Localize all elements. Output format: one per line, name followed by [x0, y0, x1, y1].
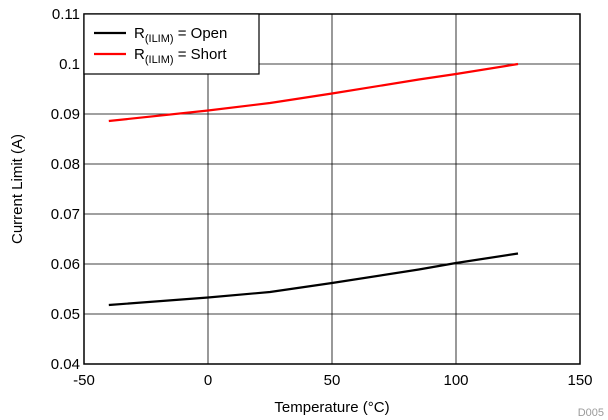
y-tick-labels: 0.04 0.05 0.06 0.07 0.08 0.09 0.1 0.11 — [51, 6, 80, 373]
x-tick-label: 50 — [324, 372, 341, 389]
y-tick-label: 0.09 — [51, 106, 80, 123]
legend-label-2: R(ILIM) = Short — [134, 46, 227, 66]
y-tick-label: 0.04 — [51, 356, 80, 373]
x-tick-labels: -50 0 50 100 150 — [73, 372, 592, 389]
series-line-1 — [108, 252, 519, 307]
series-line-2 — [108, 62, 519, 123]
y-axis-label: Current Limit (A) — [9, 134, 26, 244]
series-lines — [108, 62, 519, 307]
y-tick-label: 0.06 — [51, 256, 80, 273]
figure-id: D005 — [578, 407, 604, 419]
y-tick-label: 0.05 — [51, 306, 80, 323]
y-tick-label: 0.11 — [52, 6, 80, 23]
grid-lines — [84, 14, 580, 364]
x-tick-label: 0 — [204, 372, 212, 389]
x-tick-label: 150 — [567, 372, 592, 389]
y-tick-label: 0.07 — [51, 206, 80, 223]
legend-label-1: R(ILIM) = Open — [134, 25, 227, 45]
legend-box — [83, 13, 260, 75]
x-tick-label: -50 — [73, 372, 95, 389]
y-tick-label: 0.1 — [59, 56, 80, 73]
x-axis-label: Temperature (°C) — [274, 399, 389, 416]
x-tick-label: 100 — [443, 372, 468, 389]
y-tick-label: 0.08 — [51, 156, 80, 173]
plot-frame — [83, 13, 581, 365]
